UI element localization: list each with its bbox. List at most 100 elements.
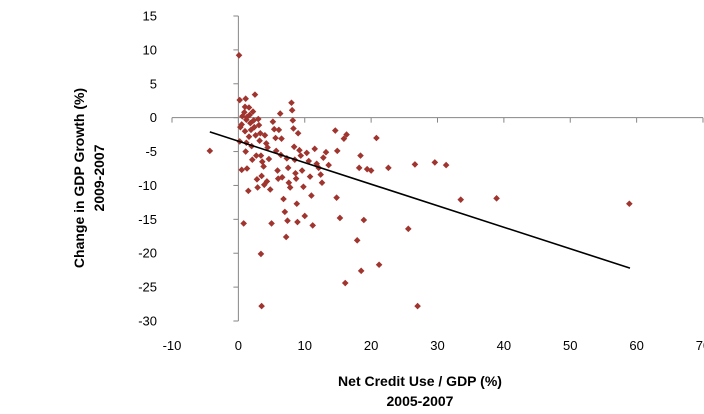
data-point [243, 165, 251, 172]
x-tick-labels: -10 0 10 20 30 40 50 60 70 [163, 338, 704, 353]
data-point [289, 117, 297, 124]
trendline [209, 131, 631, 269]
data-point [251, 91, 259, 98]
data-point [276, 110, 284, 117]
data-point [288, 106, 296, 114]
data-point [245, 187, 252, 195]
data-point [333, 194, 340, 201]
data-point [256, 129, 264, 137]
data-point [306, 173, 314, 180]
data-point [311, 145, 319, 153]
data-point [298, 167, 306, 174]
x-tick-label: 20 [364, 338, 378, 353]
y-axis-title-line-1: Change in GDP Growth (%) [71, 88, 87, 268]
data-point [252, 131, 259, 139]
data-point [282, 233, 290, 241]
data-point [274, 167, 281, 174]
data-point [278, 174, 286, 181]
y-tick-label: 15 [143, 9, 157, 24]
data-point [258, 172, 265, 180]
y-tick-label: -20 [138, 246, 157, 261]
data-point [411, 161, 419, 168]
data-point [322, 148, 330, 156]
data-point [264, 144, 271, 151]
data-point [318, 179, 326, 187]
data-point [343, 131, 350, 138]
x-tick-label: 10 [298, 338, 312, 353]
data-point [265, 155, 273, 163]
data-point [317, 171, 324, 178]
data-point [236, 96, 244, 104]
data-point [256, 137, 263, 145]
data-point [241, 103, 249, 111]
data-point [373, 134, 380, 142]
data-point [249, 108, 257, 115]
data-point [290, 143, 298, 151]
data-point [235, 52, 243, 59]
data-point [626, 200, 633, 208]
data-point [325, 161, 332, 169]
data-point [333, 147, 341, 155]
data-point [281, 208, 289, 216]
data-point [296, 146, 303, 154]
data-point [292, 175, 300, 182]
data-point [355, 164, 363, 172]
data-point [457, 196, 465, 203]
data-point [242, 95, 249, 102]
data-point [357, 152, 364, 159]
data-point [336, 214, 344, 222]
data-point [353, 237, 361, 244]
data-point [308, 192, 315, 199]
data-point [300, 183, 307, 191]
y-tick-label: 10 [143, 42, 157, 57]
data-point [242, 148, 249, 155]
data-point [278, 135, 285, 142]
data-point [238, 121, 245, 128]
x-tick-label: 40 [497, 338, 511, 353]
data-point [241, 127, 249, 135]
data-point [385, 164, 392, 172]
data-point [293, 200, 301, 208]
trendline-group [209, 131, 631, 269]
x-axis-title-line-2: 2005-2007 [387, 393, 454, 409]
data-point [253, 176, 261, 183]
y-axis-title-line-2: 2009-2007 [91, 144, 107, 211]
data-point [286, 184, 294, 191]
data-point [493, 195, 500, 202]
data-point [239, 113, 246, 120]
data-point [263, 178, 271, 185]
data-point [251, 123, 258, 131]
data-point [269, 118, 277, 126]
data-point [257, 250, 265, 258]
data-point [414, 302, 421, 310]
y-tick-labels: -30 -25 -20 -15 -10 -5 0 5 10 15 [138, 9, 157, 329]
data-point [292, 169, 299, 177]
x-tick-label: 50 [563, 338, 577, 353]
data-point [270, 125, 278, 133]
x-axis-title-line-1: Net Credit Use / GDP (%) [338, 373, 502, 389]
data-point [245, 133, 253, 140]
data-point [331, 127, 339, 134]
data-point [297, 152, 305, 159]
data-point [357, 267, 365, 275]
data-point [284, 164, 292, 172]
y-tick-label: -25 [138, 280, 157, 295]
data-point [245, 104, 253, 111]
y-tick-label: -5 [145, 144, 157, 159]
data-point [258, 302, 265, 310]
data-point [280, 195, 287, 203]
data-point [257, 152, 265, 159]
data-points [206, 52, 633, 310]
y-tick-label: 5 [150, 76, 157, 91]
y-tick-label: -15 [138, 212, 157, 227]
data-point [290, 125, 297, 132]
data-point [240, 220, 247, 227]
data-point [260, 163, 267, 170]
data-point [305, 157, 313, 165]
data-point [252, 152, 260, 159]
data-point [241, 108, 248, 116]
data-point [375, 261, 383, 269]
data-point [261, 131, 269, 139]
data-point [301, 212, 309, 220]
